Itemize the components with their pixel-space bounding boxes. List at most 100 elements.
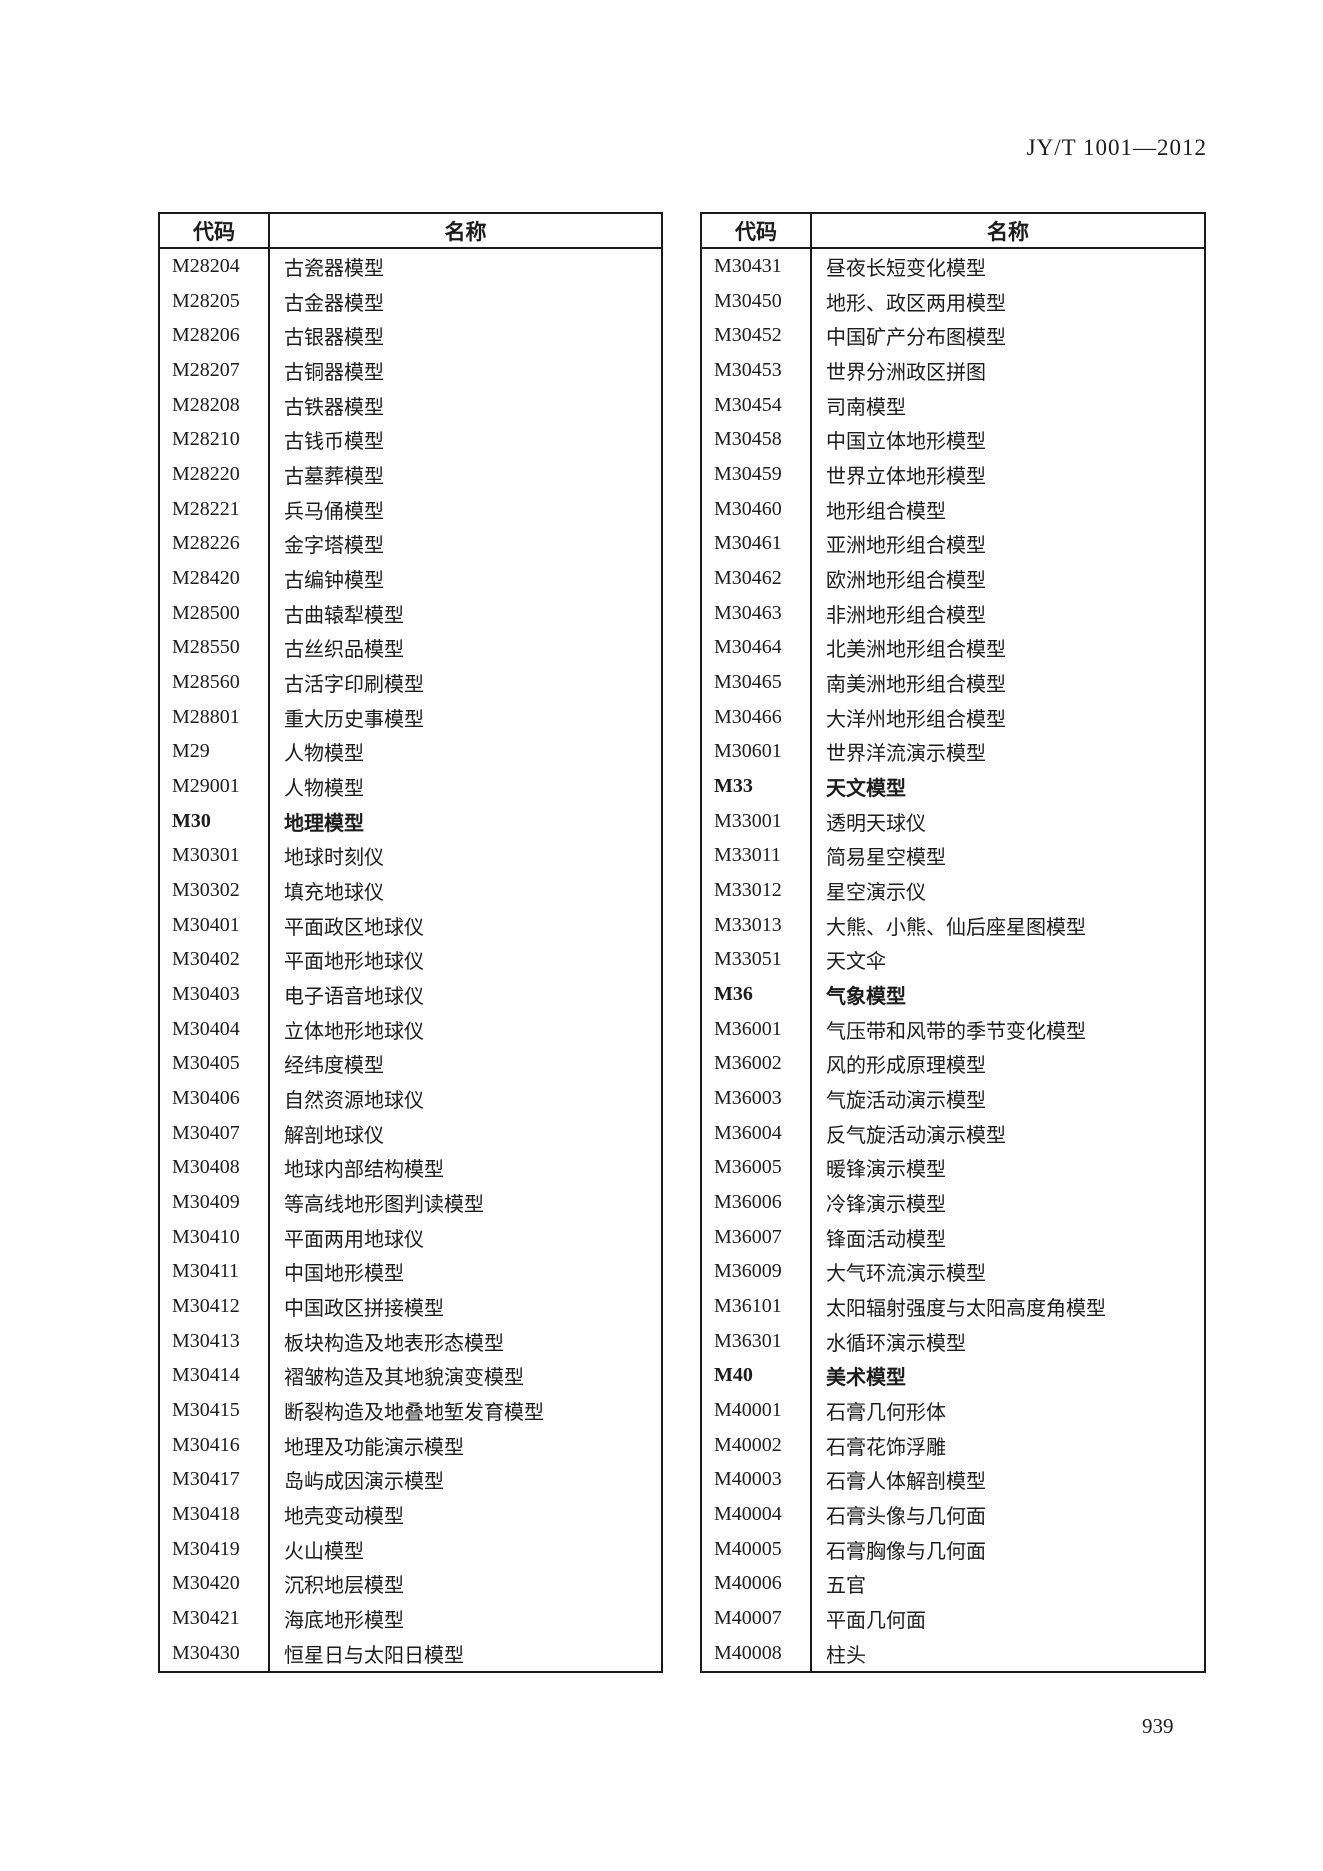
code-cell: M36003	[702, 1081, 812, 1116]
name-cell: 锋面活动模型	[826, 1228, 946, 1251]
name-cell: 火山模型	[284, 1540, 364, 1563]
name-cell: 气象模型	[826, 985, 906, 1008]
code-cell: M36005	[702, 1150, 812, 1186]
name-cell: 古墓葬模型	[284, 465, 384, 488]
code-cell: M30409	[160, 1185, 270, 1220]
name-cell: 暖锋演示模型	[826, 1159, 946, 1182]
code-cell: M33	[702, 769, 812, 804]
code-cell: M30465	[702, 665, 812, 700]
name-cell: 人物模型	[284, 777, 364, 800]
name-cell: 海底地形模型	[284, 1610, 404, 1633]
page-number: 939	[1142, 1714, 1174, 1738]
name-cell: 岛屿成因演示模型	[284, 1471, 444, 1494]
name-cell: 南美洲地形组合模型	[826, 673, 1006, 696]
code-cell: M28221	[160, 491, 270, 527]
code-cell: M30404	[160, 1011, 270, 1047]
code-cell: M28420	[160, 561, 270, 596]
code-cell: M28500	[160, 595, 270, 631]
code-cell: M30452	[702, 318, 812, 354]
name-cell: 古金器模型	[284, 292, 384, 315]
name-cell: 古丝织品模型	[284, 639, 404, 662]
name-cell: 星空演示仪	[826, 881, 926, 904]
code-cell: M33013	[702, 907, 812, 943]
code-cell: M30463	[702, 595, 812, 631]
code-cell: M30420	[160, 1566, 270, 1602]
name-cell: 古铁器模型	[284, 396, 384, 419]
name-cell: 地球时刻仪	[284, 847, 384, 870]
code-cell: M29001	[160, 769, 270, 804]
name-cell: 古瓷器模型	[284, 257, 384, 280]
name-cell: 自然资源地球仪	[284, 1089, 424, 1112]
name-cell: 简易星空模型	[826, 847, 946, 870]
code-cell: M40008	[702, 1635, 812, 1671]
code-cell: M30453	[702, 353, 812, 388]
name-cell: 平面地形地球仪	[284, 951, 424, 974]
name-cell: 地球内部结构模型	[284, 1159, 444, 1182]
name-cell: 古钱币模型	[284, 431, 384, 454]
name-cell: 解剖地球仪	[284, 1124, 384, 1147]
name-cell: 恒星日与太阳日模型	[284, 1644, 464, 1667]
name-cell: 大气环流演示模型	[826, 1263, 986, 1286]
column-header-name: 名称	[444, 219, 487, 244]
code-cell: M30411	[160, 1254, 270, 1290]
name-cell: 石膏人体解剖模型	[826, 1471, 986, 1494]
code-cell: M28801	[160, 699, 270, 735]
code-cell: M30458	[702, 422, 812, 458]
name-cell: 地形组合模型	[826, 500, 946, 523]
name-cell: 断裂构造及地叠地堑发育模型	[284, 1402, 544, 1424]
name-cell: 中国立体地形模型	[826, 431, 986, 454]
name-cell: 亚洲地形组合模型	[826, 535, 986, 558]
name-cell: 地壳变动模型	[284, 1506, 404, 1529]
name-cell: 欧洲地形组合模型	[826, 569, 986, 592]
name-cell: 透明天球仪	[826, 812, 926, 835]
code-cell: M30410	[160, 1219, 270, 1255]
code-cell: M30408	[160, 1150, 270, 1186]
code-cell: M30403	[160, 977, 270, 1012]
name-cell: 平面几何面	[826, 1610, 926, 1633]
name-cell: 古编钟模型	[284, 569, 384, 592]
code-cell: M40	[702, 1358, 812, 1394]
name-cell: 世界立体地形模型	[826, 465, 986, 488]
code-cell: M36	[702, 977, 812, 1012]
code-cell: M28208	[160, 387, 270, 423]
name-cell: 地理模型	[284, 812, 364, 835]
name-cell: 石膏头像与几何面	[826, 1506, 986, 1529]
code-cell: M30302	[160, 873, 270, 908]
code-cell: M29	[160, 734, 270, 770]
code-cell: M30464	[702, 630, 812, 666]
name-cell: 天文模型	[826, 777, 906, 800]
name-cell: 水循环演示模型	[826, 1332, 966, 1355]
name-cell: 天文伞	[826, 951, 886, 974]
code-cell: M30459	[702, 457, 812, 492]
name-cell: 气压带和风带的季节变化模型	[826, 1020, 1086, 1043]
code-cell: M30414	[160, 1358, 270, 1394]
code-cell: M36006	[702, 1185, 812, 1220]
code-cell: M28205	[160, 283, 270, 319]
name-cell: 世界洋流演示模型	[826, 743, 986, 766]
name-cell: 地形、政区两用模型	[826, 292, 1006, 315]
name-cell: 地理及功能演示模型	[284, 1436, 464, 1459]
name-cell: 沉积地层模型	[284, 1575, 404, 1598]
name-cell: 非洲地形组合模型	[826, 604, 986, 627]
code-cell: M30405	[160, 1046, 270, 1082]
name-cell: 电子语音地球仪	[284, 985, 424, 1008]
name-cell: 金字塔模型	[284, 535, 384, 558]
code-cell: M36007	[702, 1219, 812, 1255]
code-cell: M30415	[160, 1393, 270, 1428]
name-cell: 经纬度模型	[284, 1055, 384, 1078]
code-cell: M30421	[160, 1601, 270, 1636]
code-cell: M30431	[702, 249, 812, 284]
name-cell: 中国矿产分布图模型	[826, 327, 1006, 350]
name-cell: 古曲辕犁模型	[284, 604, 404, 627]
name-cell: 立体地形地球仪	[284, 1020, 424, 1043]
code-cell: M30462	[702, 561, 812, 596]
code-cell: M30454	[702, 387, 812, 423]
name-cell: 气旋活动演示模型	[826, 1089, 986, 1112]
code-cell: M30413	[160, 1323, 270, 1359]
code-cell: M40002	[702, 1427, 812, 1463]
code-cell: M33011	[702, 838, 812, 874]
name-cell: 填充地球仪	[284, 881, 384, 904]
code-cell: M28206	[160, 318, 270, 354]
code-cell: M40001	[702, 1393, 812, 1428]
column-header-code: 代码	[702, 214, 812, 247]
